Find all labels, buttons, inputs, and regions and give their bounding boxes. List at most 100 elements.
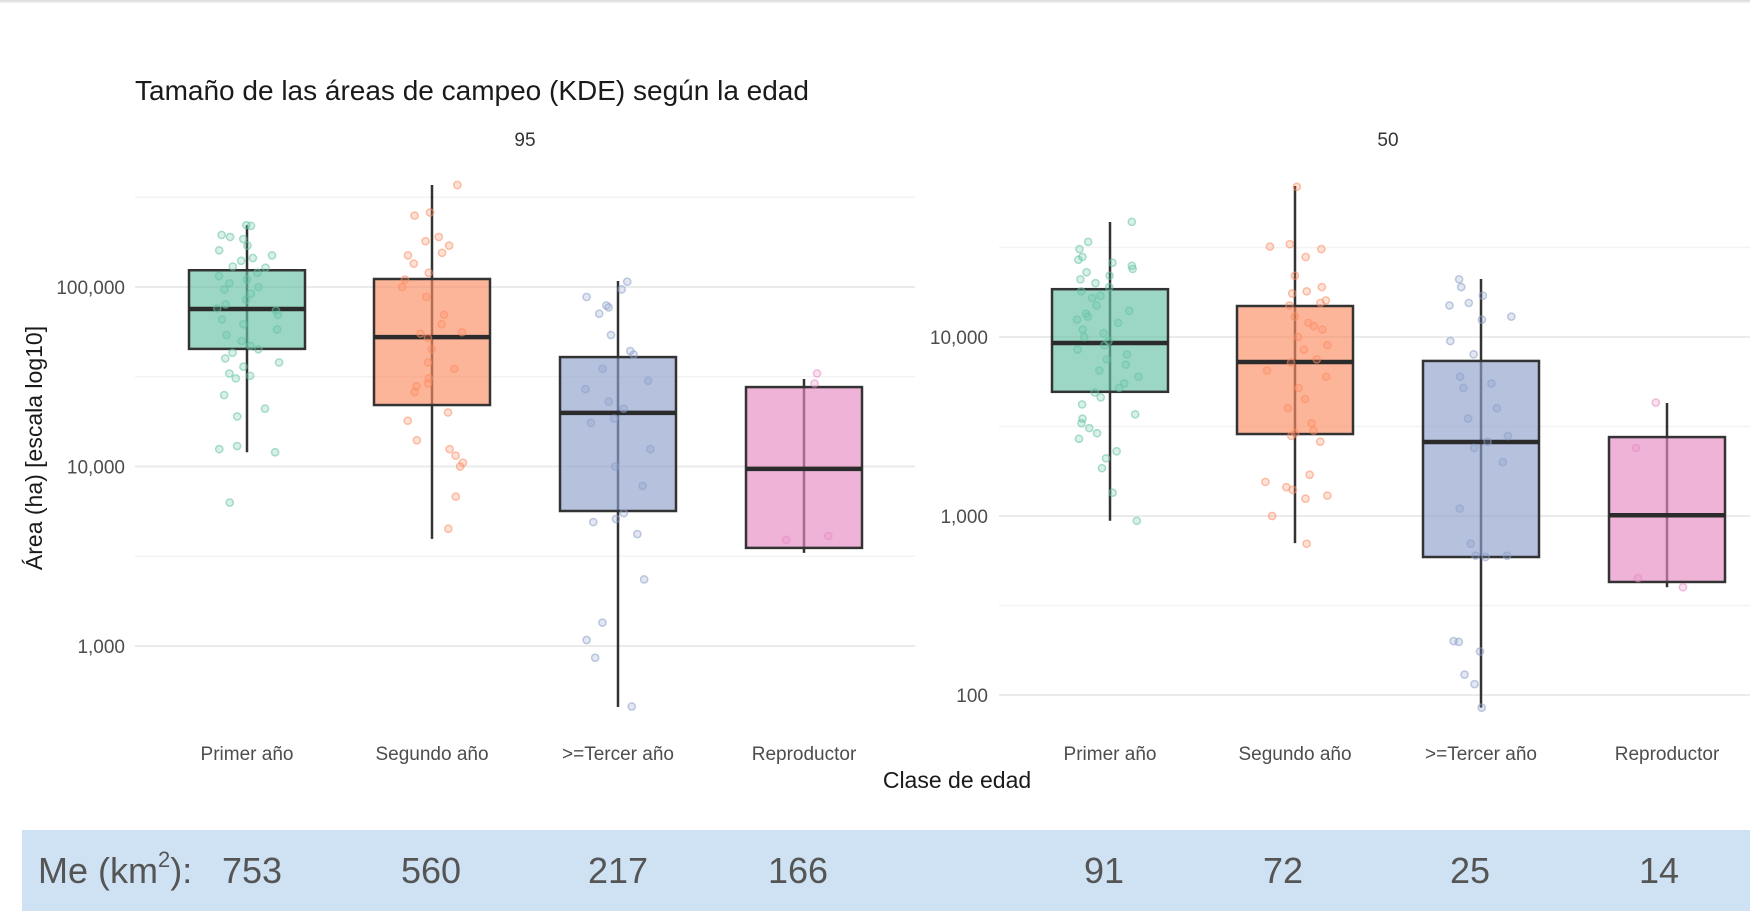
data-point	[245, 371, 255, 381]
data-point	[453, 180, 462, 190]
data-point	[261, 263, 270, 273]
data-point	[1130, 409, 1140, 419]
median-label-prefix: Me (km	[38, 850, 158, 891]
data-point	[403, 416, 413, 426]
data-point	[588, 517, 598, 527]
data-point	[1101, 453, 1111, 463]
data-point	[423, 333, 433, 343]
data-point	[217, 315, 227, 324]
data-point	[1261, 477, 1270, 487]
data-point	[1318, 325, 1327, 334]
data-point	[590, 653, 600, 663]
data-point	[1301, 494, 1310, 504]
data-point	[425, 208, 435, 217]
data-point	[241, 295, 251, 305]
data-point	[1300, 394, 1310, 404]
data-point	[423, 358, 433, 367]
data-point	[220, 285, 229, 294]
data-point	[581, 384, 590, 394]
data-point	[253, 268, 262, 278]
data-point	[270, 447, 280, 457]
data-point	[225, 232, 235, 242]
box-iqr	[1050, 287, 1170, 394]
box-iqr	[1607, 435, 1727, 584]
x-tick-label: Reproductor	[752, 744, 857, 765]
data-point	[1108, 488, 1117, 498]
facet-label: 95	[514, 130, 535, 151]
data-point	[272, 325, 282, 334]
data-point	[222, 330, 231, 340]
data-point	[1077, 400, 1087, 409]
data-point	[1464, 298, 1474, 308]
data-point	[1132, 516, 1142, 526]
data-point	[646, 444, 655, 454]
data-point	[451, 451, 461, 460]
box-0	[187, 220, 307, 507]
data-point	[1286, 431, 1296, 441]
data-point	[1478, 291, 1488, 301]
data-point	[643, 376, 653, 386]
data-point	[617, 285, 626, 294]
data-point	[397, 282, 407, 292]
data-point	[232, 412, 242, 421]
data-point	[421, 236, 430, 246]
data-point	[1072, 315, 1082, 325]
data-point	[1487, 379, 1496, 388]
data-point	[1502, 551, 1512, 561]
data-point	[1078, 325, 1088, 334]
data-point	[214, 271, 224, 281]
data-point	[214, 246, 224, 255]
y-tick-label: 10,000	[930, 328, 988, 349]
data-point	[253, 344, 263, 354]
data-point	[1134, 372, 1143, 382]
data-point	[606, 330, 616, 340]
y-tick-label: 10,000	[67, 458, 125, 479]
data-point	[1309, 321, 1319, 331]
data-point	[1302, 539, 1312, 549]
data-point	[1288, 485, 1298, 495]
data-point	[1302, 286, 1312, 296]
data-point	[1083, 312, 1093, 321]
data-point	[1076, 274, 1085, 284]
data-point	[260, 404, 270, 414]
data-point	[437, 248, 447, 258]
data-point	[609, 414, 619, 423]
data-point	[1506, 312, 1516, 321]
data-point	[238, 319, 248, 329]
data-point	[1445, 336, 1455, 346]
data-point	[1503, 431, 1513, 441]
data-point	[242, 275, 252, 284]
data-point	[1481, 552, 1490, 562]
data-point	[633, 529, 642, 539]
data-point	[1455, 504, 1465, 513]
data-point	[228, 348, 237, 358]
data-point	[1323, 491, 1332, 500]
data-point	[582, 635, 591, 645]
box-3	[744, 369, 864, 553]
data-point	[1631, 443, 1641, 453]
data-point	[1074, 255, 1083, 265]
data-point	[610, 462, 620, 471]
data-point	[1316, 298, 1325, 308]
data-point	[1292, 182, 1302, 192]
data-point	[1678, 582, 1688, 592]
data-point	[1312, 355, 1322, 364]
data-point	[1087, 293, 1097, 303]
data-point	[239, 362, 248, 371]
data-point	[1121, 360, 1131, 370]
data-point	[423, 379, 433, 388]
data-point	[1104, 282, 1114, 292]
x-tick-label: >=Tercer año	[562, 744, 674, 765]
median-summary-strip: Me (km2): 753 560 217 166 91 72 25 14	[22, 830, 1750, 911]
data-point	[638, 481, 647, 491]
x-tick-label: Reproductor	[1615, 744, 1720, 765]
box-iqr	[1235, 304, 1355, 436]
median-50-segundo: 72	[1262, 850, 1304, 891]
data-point	[1102, 355, 1112, 364]
data-point	[271, 306, 281, 315]
data-point	[231, 373, 241, 383]
data-point	[424, 268, 434, 278]
data-point	[1075, 244, 1084, 254]
data-point	[219, 390, 229, 400]
data-point	[781, 535, 791, 545]
